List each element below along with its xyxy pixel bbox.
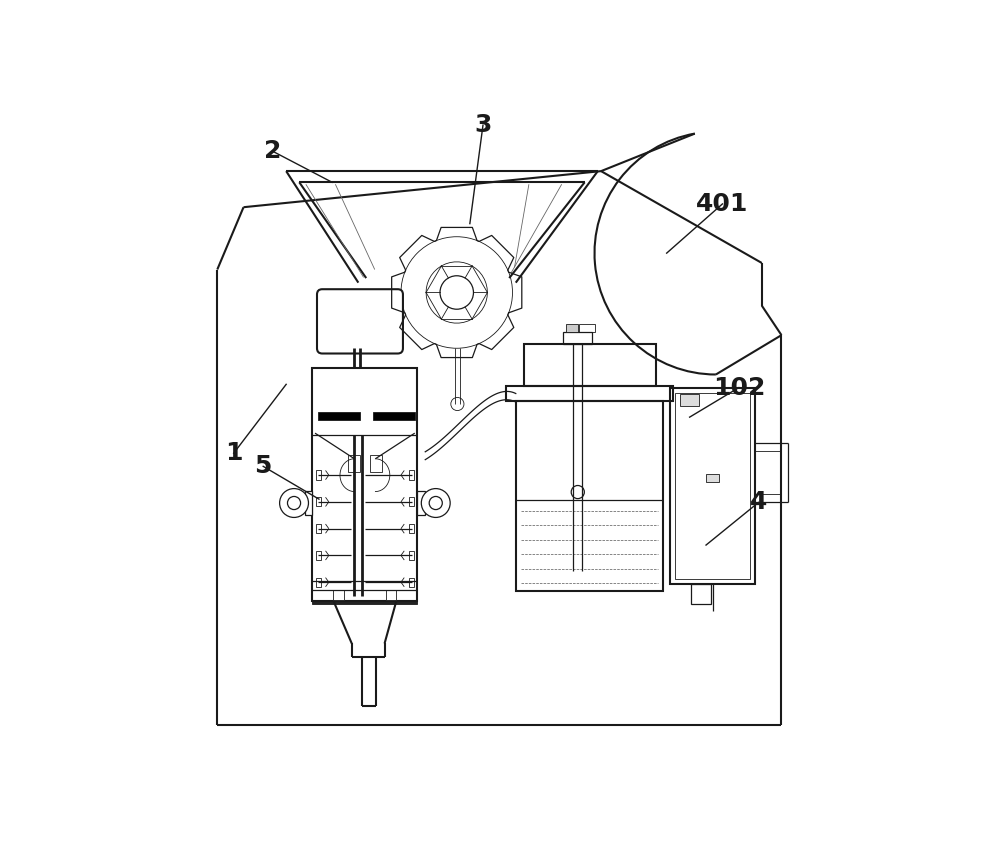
Text: 4: 4 [750,491,767,515]
Bar [409,551,414,560]
Bar [417,492,425,515]
Bar [370,455,382,471]
Bar [386,590,396,600]
Bar [516,400,663,591]
Bar [524,343,656,386]
Bar [348,455,360,471]
Bar [333,590,344,600]
Bar [409,470,414,480]
Text: 401: 401 [696,192,749,216]
Circle shape [421,488,450,517]
Bar [316,551,321,560]
Circle shape [287,497,301,509]
Bar [691,584,711,604]
Bar [312,368,417,601]
Bar [579,324,595,332]
Text: 102: 102 [713,376,765,400]
Bar [675,393,750,579]
Circle shape [429,497,442,509]
Text: 1: 1 [225,441,242,465]
Bar [680,394,699,406]
Bar [316,524,321,533]
Bar [316,578,321,587]
Bar [316,498,321,506]
Bar [409,524,414,533]
FancyBboxPatch shape [317,289,403,354]
Bar [506,386,673,400]
Text: 2: 2 [264,140,282,164]
Bar [563,332,592,343]
Bar [409,498,414,506]
Bar [316,470,321,480]
Text: 5: 5 [255,454,272,478]
Text: 3: 3 [474,113,492,137]
Bar [305,492,312,515]
Circle shape [280,488,308,517]
Bar [670,388,755,584]
Bar [373,412,415,420]
Bar [312,601,417,604]
Circle shape [571,486,584,498]
Bar [409,578,414,587]
Bar [706,475,719,482]
Circle shape [451,397,464,411]
Bar [318,412,360,420]
Bar [566,324,578,332]
